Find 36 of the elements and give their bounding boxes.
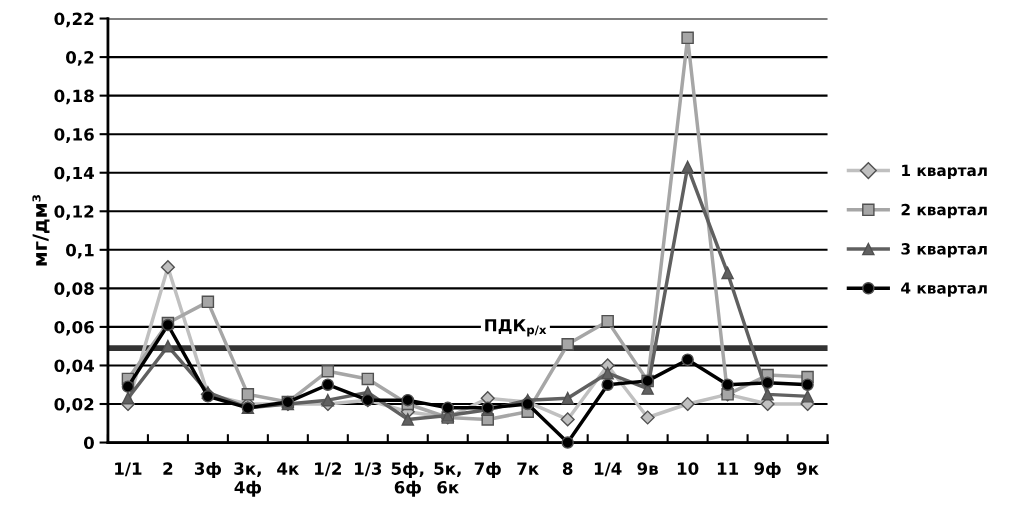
- y-tick-label: 0,04: [54, 359, 94, 375]
- y-tick-label: 0,12: [54, 205, 94, 220]
- x-tick-label: 5ф, 6ф: [391, 461, 424, 497]
- x-tick-label: 7к: [517, 462, 539, 475]
- x-tick-label: 9к: [796, 462, 819, 475]
- legend-label: 1 квартал: [902, 164, 987, 180]
- x-tick-label: 3ф: [194, 461, 222, 479]
- y-tick-label: 0,06: [54, 320, 94, 336]
- x-tick-label: 9ф: [754, 461, 781, 479]
- y-tick-label: 0: [83, 436, 94, 450]
- x-tick-label: 8: [562, 462, 573, 475]
- y-tick-label: 0,16: [54, 128, 94, 143]
- x-tick-label: 1/4: [594, 462, 622, 477]
- x-tick-label: 5к, 6к: [434, 462, 461, 494]
- y-tick-label: 0,02: [54, 397, 94, 413]
- legend-label: 3 квартал: [901, 243, 987, 258]
- x-tick-label: 1/2: [315, 462, 342, 477]
- y-tick-label: 0,2: [66, 51, 94, 66]
- x-tick-label: 1/1: [115, 462, 142, 477]
- x-tick-label: 10: [677, 462, 699, 475]
- x-tick-label: 1/3: [355, 462, 382, 477]
- x-tick-label: 3к, 4ф: [234, 462, 262, 497]
- x-tick-label: 2: [163, 462, 173, 475]
- y-tick-label: 0,1: [66, 243, 94, 259]
- y-axis-title: мг/дм³: [32, 194, 50, 266]
- y-tick-label: 0,08: [54, 282, 94, 298]
- y-tick-label: 0,22: [54, 12, 94, 28]
- y-tick-label: 0,18: [54, 89, 94, 105]
- ref-line-label: ПДК$_{р/х}$: [485, 319, 547, 337]
- x-tick-label: 7ф: [474, 461, 501, 479]
- x-tick-label: 11: [717, 462, 739, 475]
- x-tick-label: 9в: [637, 462, 658, 475]
- y-tick-label: 0,14: [54, 166, 94, 182]
- x-tick-label: 4к: [277, 462, 300, 475]
- legend-label: 4 квартал: [901, 282, 987, 297]
- legend-label: 2 квартал: [901, 203, 987, 219]
